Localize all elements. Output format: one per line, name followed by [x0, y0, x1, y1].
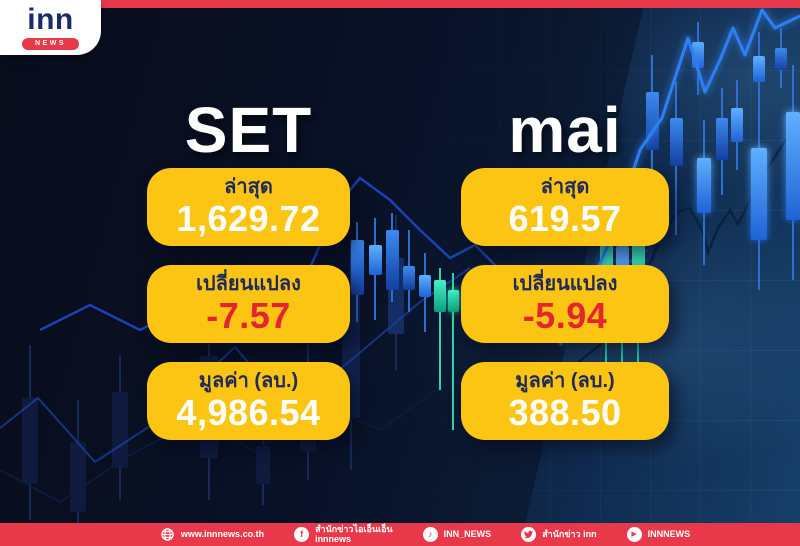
footer-twitter: สำนักข่าว inn: [521, 527, 597, 542]
mai-cards: ล่าสุด 619.57 เปลี่ยนแปลง -5.94 มูลค่า (…: [461, 168, 669, 440]
footer-website-text: www.innnews.co.th: [180, 528, 265, 539]
metric-value: -7.57: [206, 295, 291, 337]
metric-value: 1,629.72: [176, 198, 321, 240]
footer-facebook-handle: innnews: [315, 533, 352, 544]
trend-line-dark-right: [646, 117, 800, 269]
set-title: SET: [184, 94, 313, 166]
metric-value: -5.94: [522, 295, 608, 337]
metric-value: 388.50: [508, 392, 622, 434]
metric-label: เปลี่ยนแปลง: [512, 273, 618, 296]
set-change-card: เปลี่ยนแปลง -7.57: [147, 265, 350, 343]
footer-tiktok-handle: INN_NEWS: [443, 528, 492, 539]
metric-label: ล่าสุด: [224, 176, 273, 199]
globe-icon: [160, 527, 175, 542]
footer-website: www.innnews.co.th: [160, 527, 264, 542]
metric-label: ล่าสุด: [540, 176, 590, 199]
set-latest-card: ล่าสุด 1,629.72: [147, 168, 350, 246]
footer-facebook: f สำนักข่าวไอเอ็นเอ็น innnews: [294, 523, 393, 544]
footer-tiktok: ♪ INN_NEWS: [422, 527, 492, 542]
inn-news-logo: inn NEWS: [0, 0, 101, 55]
logo-text: inn: [27, 2, 74, 36]
youtube-icon: ▶: [626, 527, 642, 542]
metric-label: มูลค่า (ลบ.): [515, 370, 615, 393]
set-cards: ล่าสุด 1,629.72 เปลี่ยนแปลง -7.57 มูลค่า…: [147, 168, 350, 440]
logo-news-pill: NEWS: [22, 37, 79, 51]
mai-latest-card: ล่าสุด 619.57: [461, 168, 669, 246]
footer-facebook-name: สำนักข่าวไอเอ็นเอ็น: [315, 523, 393, 534]
metric-label: เปลี่ยนแปลง: [196, 273, 301, 296]
footer-twitter-handle: สำนักข่าว inn: [542, 528, 597, 539]
mai-title: mai: [508, 94, 622, 166]
tiktok-icon: ♪: [422, 527, 438, 542]
trend-line-bottom-left: [0, 267, 471, 464]
metric-label: มูลค่า (ลบ.): [198, 370, 299, 393]
metric-value: 619.57: [508, 198, 622, 240]
facebook-icon: f: [294, 527, 310, 542]
candles-center: [351, 213, 459, 430]
twitter-icon: [521, 527, 537, 542]
mai-change-card: เปลี่ยนแปลง -5.94: [461, 265, 669, 343]
set-column: SET ล่าสุด 1,629.72 เปลี่ยนแปลง -7.57 มู…: [147, 94, 350, 440]
footer-youtube: ▶ INNNEWS: [626, 527, 691, 542]
metric-value: 4,986.54: [176, 392, 321, 434]
footer-bar: www.innnews.co.th f สำนักข่าวไอเอ็นเอ็น …: [0, 523, 800, 546]
mai-column: mai ล่าสุด 619.57 เปลี่ยนแปลง -5.94 มูลค…: [461, 94, 669, 440]
footer-youtube-handle: INNNEWS: [647, 528, 691, 539]
mai-value-card: มูลค่า (ลบ.) 388.50: [461, 362, 669, 440]
top-red-bar: [0, 0, 800, 8]
set-value-card: มูลค่า (ลบ.) 4,986.54: [147, 362, 350, 440]
